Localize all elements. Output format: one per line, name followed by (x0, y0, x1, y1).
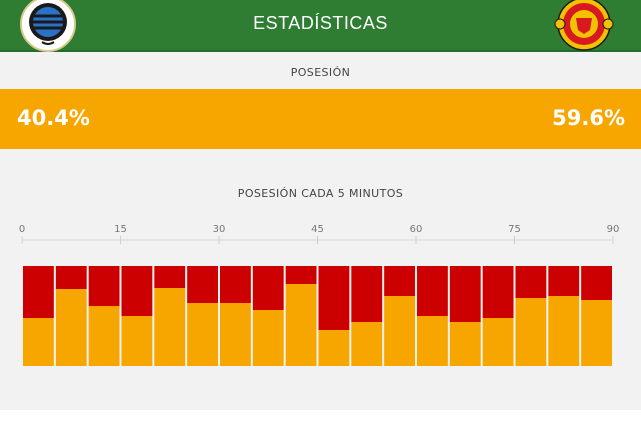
bar-segment-away (252, 266, 284, 310)
header-bar: ESTADÍSTICAS (0, 0, 641, 52)
bar-segment-away (417, 266, 448, 316)
bar-segment-away (154, 266, 186, 288)
page-title: ESTADÍSTICAS (253, 13, 388, 33)
bar-segment-away (121, 266, 153, 316)
bar-segment-away (482, 266, 514, 318)
manchester-united-crest-icon (554, 0, 614, 51)
possession-bar: 40.4% 59.6% (0, 89, 641, 149)
bar-segment-home (154, 288, 186, 366)
bar-segment-home (384, 296, 415, 366)
bar-segment-home (581, 300, 612, 366)
bar-segment-home (449, 322, 481, 366)
bar-segment-home (548, 296, 580, 366)
bar-segment-home (417, 316, 448, 366)
x-tick-label: 0 (19, 224, 25, 235)
bottom-strip (0, 410, 641, 422)
x-tick-label: 15 (114, 224, 127, 235)
possession-interval-chart: 0 15 30 45 60 75 90 (19, 224, 620, 366)
bar-segment-home (220, 303, 251, 366)
away-possession-value: 59.6% (552, 106, 625, 130)
x-tick-label: 75 (508, 224, 521, 235)
bar-segment-home (88, 306, 120, 366)
bar-segment-away (88, 266, 120, 306)
bar-segment-away (449, 266, 481, 322)
bar-segment-home (482, 318, 514, 366)
bar-segment-home (351, 322, 383, 366)
club-brugge-crest-icon (20, 0, 76, 52)
bar-segment-away (55, 266, 87, 289)
chart-title: POSESIÓN CADA 5 MINUTOS (237, 187, 404, 200)
bar-segment-home (23, 318, 54, 366)
bar-segment-away (515, 266, 547, 298)
bar-segment-away (23, 266, 54, 318)
home-possession-value: 40.4% (17, 106, 90, 130)
bar-segment-away (351, 266, 383, 322)
bar-segment-home (121, 316, 153, 366)
bar-segment-away (581, 266, 612, 300)
bar-segment-away (220, 266, 251, 303)
x-tick-label: 45 (311, 224, 324, 235)
bar-segment-away (318, 266, 350, 330)
x-tick-label: 90 (607, 224, 620, 235)
bar-segment-home (55, 289, 87, 366)
x-tick-label: 30 (213, 224, 226, 235)
bar-segment-away (548, 266, 580, 296)
bar-segment-home (285, 284, 317, 366)
bar-segment-home (515, 298, 547, 366)
bar-segment-away (187, 266, 218, 303)
bar-segment-home (318, 330, 350, 366)
bar-segment-away (285, 266, 317, 284)
bar-segment-away (384, 266, 415, 296)
possession-label: POSESIÓN (290, 66, 351, 79)
x-tick-label: 60 (410, 224, 423, 235)
bar-segment-home (252, 310, 284, 366)
bar-segment-home (187, 303, 218, 366)
